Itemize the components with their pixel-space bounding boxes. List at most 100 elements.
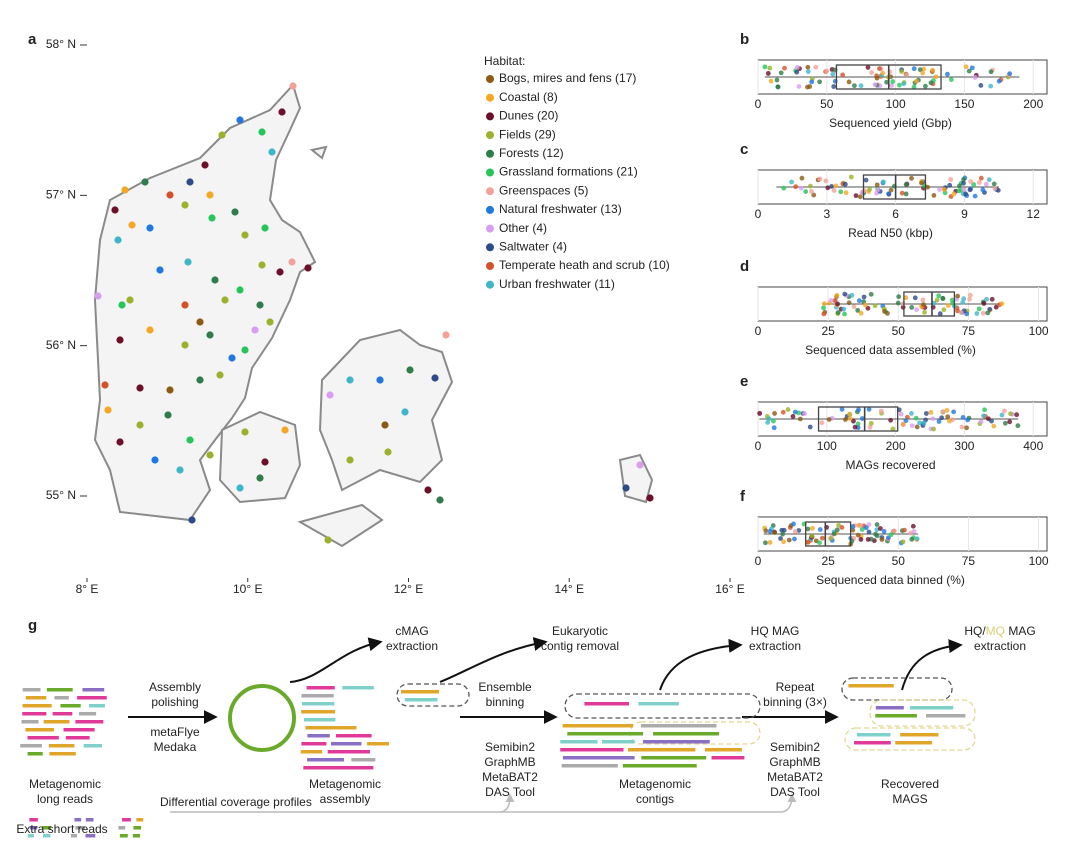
sample-point — [146, 224, 154, 232]
jitter-point — [805, 526, 811, 532]
jitter-point — [928, 80, 934, 86]
jitter-point — [955, 293, 961, 299]
read — [622, 764, 697, 768]
legend-label: Temperate heath and scrub (10) — [499, 258, 670, 272]
jitter-point — [868, 291, 874, 297]
legend-swatch — [486, 93, 494, 102]
x-tick-label: 100 — [886, 97, 906, 111]
sample-point — [206, 451, 214, 459]
jitter-point — [958, 310, 964, 316]
read — [60, 704, 81, 708]
box — [805, 521, 852, 547]
jitter-point — [841, 306, 847, 312]
jitter-point — [831, 531, 837, 537]
jitter-point — [909, 411, 914, 416]
jitter-point — [880, 70, 886, 76]
jitter-point — [891, 528, 897, 534]
read — [27, 752, 43, 756]
jitter-point — [863, 525, 869, 531]
jitter-point — [940, 295, 946, 301]
jitter-point — [896, 294, 902, 300]
sample-point — [121, 186, 129, 194]
jitter-point — [762, 540, 768, 546]
jitter-point — [865, 536, 871, 542]
jitter-point — [899, 190, 905, 196]
jitter-point — [846, 79, 852, 85]
jitter-point — [794, 64, 800, 70]
jitter-point — [786, 537, 792, 543]
jitter-point — [821, 311, 827, 317]
jitter-point — [914, 78, 919, 84]
jitter-point — [936, 419, 942, 424]
jitter-point — [762, 64, 768, 70]
step-text: Metagenomic — [619, 777, 691, 791]
jitter-point — [821, 301, 827, 307]
read — [848, 684, 894, 688]
jitter-point — [914, 536, 920, 542]
jitter-point — [796, 84, 802, 89]
step-text: Metagenomic — [309, 777, 381, 791]
jitter-point — [987, 306, 993, 312]
read — [584, 702, 629, 706]
jitter-point — [859, 416, 865, 421]
jitter-point — [886, 535, 891, 541]
jitter-point — [909, 423, 915, 428]
read — [89, 704, 105, 708]
sample-point — [261, 458, 269, 466]
jitter-point — [920, 70, 926, 76]
sample-point — [646, 494, 654, 502]
legend-label: Forests (12) — [499, 146, 564, 160]
read — [367, 742, 389, 746]
jitter-point — [809, 189, 814, 194]
jitter-point — [888, 532, 894, 538]
read — [336, 734, 372, 738]
read — [909, 706, 954, 710]
read — [136, 818, 144, 822]
x-tick-label: 14° E — [555, 582, 584, 596]
jitter-point — [917, 420, 922, 426]
jitter-point — [780, 531, 786, 537]
jitter-point — [951, 409, 957, 415]
step-text: Eukaryotic — [552, 624, 608, 638]
jitter-point — [993, 304, 999, 310]
jitter-point — [780, 409, 786, 415]
read — [132, 834, 141, 838]
jitter-point — [937, 311, 943, 317]
x-tick-label: 12° E — [394, 582, 423, 596]
read — [306, 686, 335, 690]
jitter-point — [961, 296, 967, 302]
jitter-point — [856, 407, 861, 413]
jitter-point — [1014, 412, 1020, 418]
y-tick-label: 58° N — [46, 37, 76, 51]
jitter-point — [914, 424, 920, 430]
read — [63, 728, 95, 732]
jitter-point — [928, 410, 934, 415]
jitter-point — [968, 179, 974, 184]
step-text: cMAG — [395, 624, 428, 638]
x-tick-label: 150 — [954, 97, 974, 111]
sample-point — [181, 201, 189, 209]
read — [48, 744, 75, 748]
jitter-point — [930, 416, 936, 422]
jitter-point — [778, 536, 783, 541]
panel-label: c — [740, 141, 748, 158]
jitter-point — [831, 84, 837, 89]
jitter-point — [805, 84, 810, 90]
jitter-point — [865, 65, 871, 70]
jitter-point — [774, 77, 780, 83]
read — [641, 756, 707, 760]
jitter-point — [866, 522, 872, 527]
jitter-point — [947, 418, 952, 424]
jitter-point — [955, 308, 961, 314]
sample-point — [156, 266, 164, 274]
axis-label: Read N50 (kbp) — [848, 226, 933, 240]
jitter-point — [981, 413, 986, 419]
jitter-point — [969, 65, 975, 71]
read — [303, 766, 374, 770]
jitter-point — [971, 182, 977, 187]
sample-point — [381, 421, 389, 429]
jitter-point — [911, 529, 917, 534]
jitter-point — [911, 66, 917, 72]
jitter-point — [828, 298, 834, 303]
